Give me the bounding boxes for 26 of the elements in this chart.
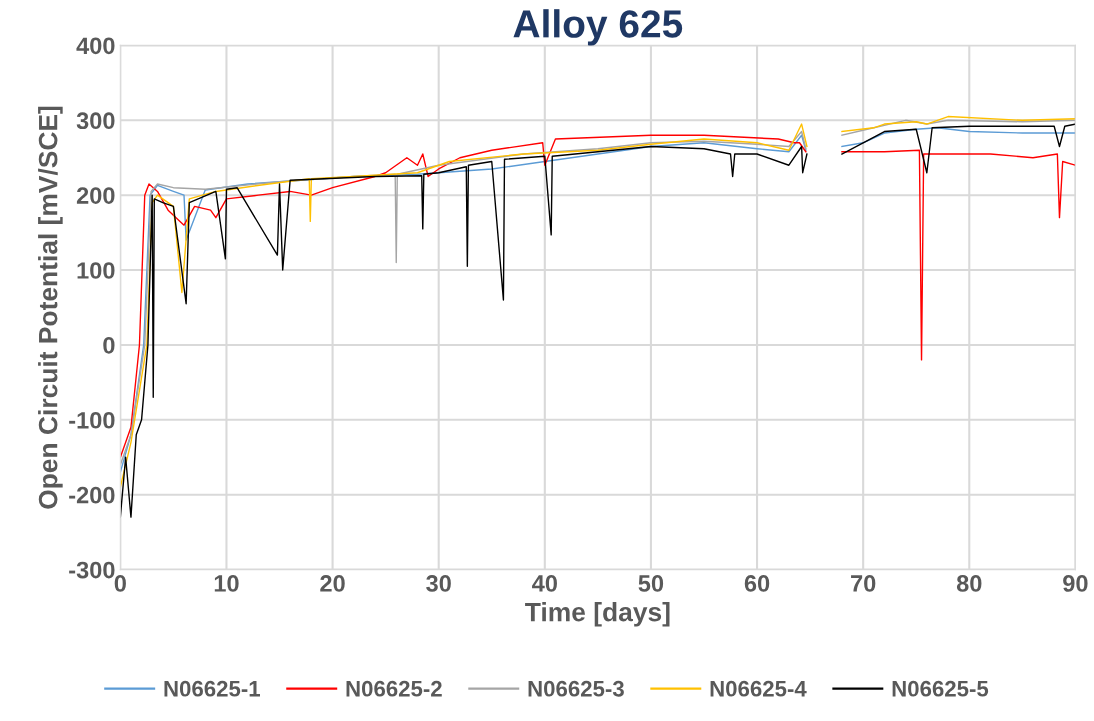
y-tick-label: 100 — [77, 262, 115, 279]
legend-label: N06625-5 — [892, 680, 989, 697]
legend-label: N06625-1 — [164, 680, 260, 697]
y-tick-label: 0 — [103, 337, 115, 354]
y-tick-label: 400 — [76, 37, 115, 55]
y-tick-label: -100 — [69, 411, 115, 429]
x-tick-label: 10 — [214, 575, 239, 592]
y-tick-label: -300 — [69, 561, 115, 579]
legend-label: N06625-3 — [528, 680, 624, 697]
y-tick-label: 300 — [76, 112, 115, 130]
x-tick-label: 20 — [320, 575, 345, 592]
chart-title: Alloy 625 — [513, 9, 683, 46]
y-axis-title: Open Circuit Potential [mV/SCE] — [38, 106, 63, 509]
y-tick-label: 200 — [76, 187, 115, 204]
legend-label: N06625-4 — [710, 680, 807, 697]
x-tick-label: 0 — [114, 575, 126, 592]
x-tick-label: 80 — [956, 575, 982, 592]
y-tick-label: -200 — [69, 486, 115, 504]
legend-label: N06625-2 — [346, 680, 442, 697]
x-axis-title: Time [days] — [525, 602, 670, 627]
x-tick-label: 50 — [638, 575, 664, 592]
x-tick-label: 90 — [1063, 575, 1088, 592]
x-tick-label: 30 — [426, 575, 451, 592]
x-tick-label: 40 — [532, 575, 557, 592]
x-tick-label: 60 — [744, 575, 770, 592]
x-tick-label: 70 — [851, 575, 876, 592]
